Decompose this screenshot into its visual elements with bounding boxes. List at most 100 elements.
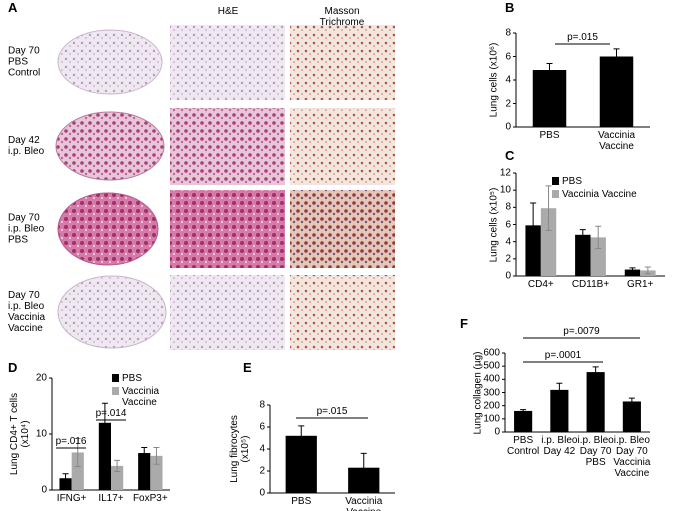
y-tick-label: 0 xyxy=(41,484,47,496)
bar xyxy=(138,453,151,490)
y-tick-label: 4 xyxy=(505,74,511,86)
histology-images xyxy=(55,25,395,350)
error-bar xyxy=(579,229,586,241)
y-tick-label: 8 xyxy=(259,399,265,411)
y-tick-label: 0 xyxy=(505,121,511,133)
bar xyxy=(586,372,605,432)
x-tick-label: CD4+ xyxy=(527,279,554,290)
x-tick-label: Vaccinia Vaccine xyxy=(597,130,636,152)
p-value: p=.0079 xyxy=(563,326,600,337)
error-bar xyxy=(298,425,305,447)
panel-letter: A xyxy=(8,0,18,15)
panel-letter: E xyxy=(243,360,252,375)
error-bar xyxy=(556,382,563,397)
y-tick-label: 400 xyxy=(483,373,500,385)
x-tick-label: CD11B+ xyxy=(571,279,610,290)
bar xyxy=(540,208,557,276)
error-bar xyxy=(613,48,620,65)
column-header: H&E xyxy=(217,6,239,17)
bar xyxy=(98,422,111,490)
y-tick-label: 8 xyxy=(505,27,511,39)
y-tick-label: 2 xyxy=(259,465,265,477)
legend-swatch xyxy=(552,177,559,185)
error-bar xyxy=(592,366,599,378)
lung-section xyxy=(57,275,167,349)
lung-section xyxy=(55,111,165,181)
error-bar xyxy=(644,266,651,275)
bar xyxy=(575,234,591,276)
p-value: p=.016 xyxy=(55,436,87,447)
x-tick-label: IL17+ xyxy=(98,493,124,504)
micrograph xyxy=(290,190,395,268)
y-tick-label: 8 xyxy=(505,201,511,213)
y-tick-label: 300 xyxy=(483,387,500,398)
bar xyxy=(59,478,72,490)
column-header: Masson Trichrome xyxy=(319,6,365,28)
panel-letter: C xyxy=(505,148,515,163)
error-bar xyxy=(628,397,635,406)
x-tick-label: i.p. Bleo Day 70 Vaccinia Vaccine xyxy=(613,435,651,479)
y-tick-label: 500 xyxy=(483,360,500,372)
bar xyxy=(71,452,84,490)
micrograph xyxy=(170,25,285,100)
row-label: Day 70 i.p. Bleo PBS xyxy=(8,212,45,246)
error-bar xyxy=(545,185,552,232)
row-label: Day 70 i.p. Bleo Vaccinia Vaccine xyxy=(8,290,46,334)
panel-letter: F xyxy=(460,316,468,331)
p-value: p=.014 xyxy=(95,408,127,419)
y-tick-label: 0 xyxy=(505,270,511,282)
error-bar xyxy=(62,473,69,484)
legend-swatch xyxy=(112,387,119,395)
p-value: p=.015 xyxy=(567,32,598,43)
bar xyxy=(622,401,641,432)
y-tick-label: 12 xyxy=(499,167,511,179)
y-tick-label: 4 xyxy=(505,236,511,248)
panel-letter: B xyxy=(505,0,515,15)
y-tick-label: 20 xyxy=(35,372,47,384)
x-tick-label: GR1+ xyxy=(626,279,654,290)
row-label: Day 70 PBS Control xyxy=(8,45,41,79)
legend-swatch xyxy=(552,190,559,198)
panel-letter: D xyxy=(8,360,18,375)
error-bar xyxy=(114,459,121,473)
x-tick-label: i.p. Bleo Day 42 xyxy=(541,435,578,457)
p-value: p=.0001 xyxy=(544,350,582,361)
y-tick-label: 0 xyxy=(259,487,265,499)
x-tick-label: IFNG+ xyxy=(56,493,87,504)
y-tick-label: 6 xyxy=(505,219,511,230)
x-tick-label: PBS xyxy=(291,496,312,507)
y-tick-label: 4 xyxy=(259,443,265,455)
bar xyxy=(111,465,124,490)
bar xyxy=(550,389,569,432)
y-tick-label: 200 xyxy=(483,400,500,412)
error-bar xyxy=(360,452,367,483)
bar xyxy=(624,269,641,276)
error-bar xyxy=(153,446,160,465)
micrograph xyxy=(290,275,395,350)
bar xyxy=(525,225,541,276)
error-bar xyxy=(629,267,636,272)
y-tick-label: 100 xyxy=(483,413,500,425)
micrograph xyxy=(170,190,285,268)
y-tick-label: 10 xyxy=(35,428,47,440)
x-tick-label: PBS xyxy=(539,130,560,141)
bar xyxy=(514,410,533,432)
x-tick-label: i.p. Bleo Day 70 PBS xyxy=(577,435,614,468)
x-tick-label: FoxP3+ xyxy=(132,493,168,504)
error-bar xyxy=(546,63,553,77)
x-tick-label: Vaccinia Vaccine xyxy=(345,496,383,511)
y-axis-label: Lung collagen (µg) xyxy=(472,350,484,435)
legend-label: Vaccinia Vaccine xyxy=(562,189,637,200)
y-axis-label: Lung CD4+ T cells (x10⁴) xyxy=(9,392,31,476)
y-tick-label: 10 xyxy=(499,184,511,196)
bar xyxy=(590,237,606,276)
error-bar xyxy=(520,409,527,413)
legend-swatch xyxy=(112,374,119,382)
y-tick-label: 6 xyxy=(259,421,265,433)
micrograph xyxy=(170,275,285,350)
bar xyxy=(532,70,567,127)
y-axis-label: Lung fibrocytes (x10⁵) xyxy=(229,415,251,483)
y-tick-label: 2 xyxy=(505,253,511,265)
